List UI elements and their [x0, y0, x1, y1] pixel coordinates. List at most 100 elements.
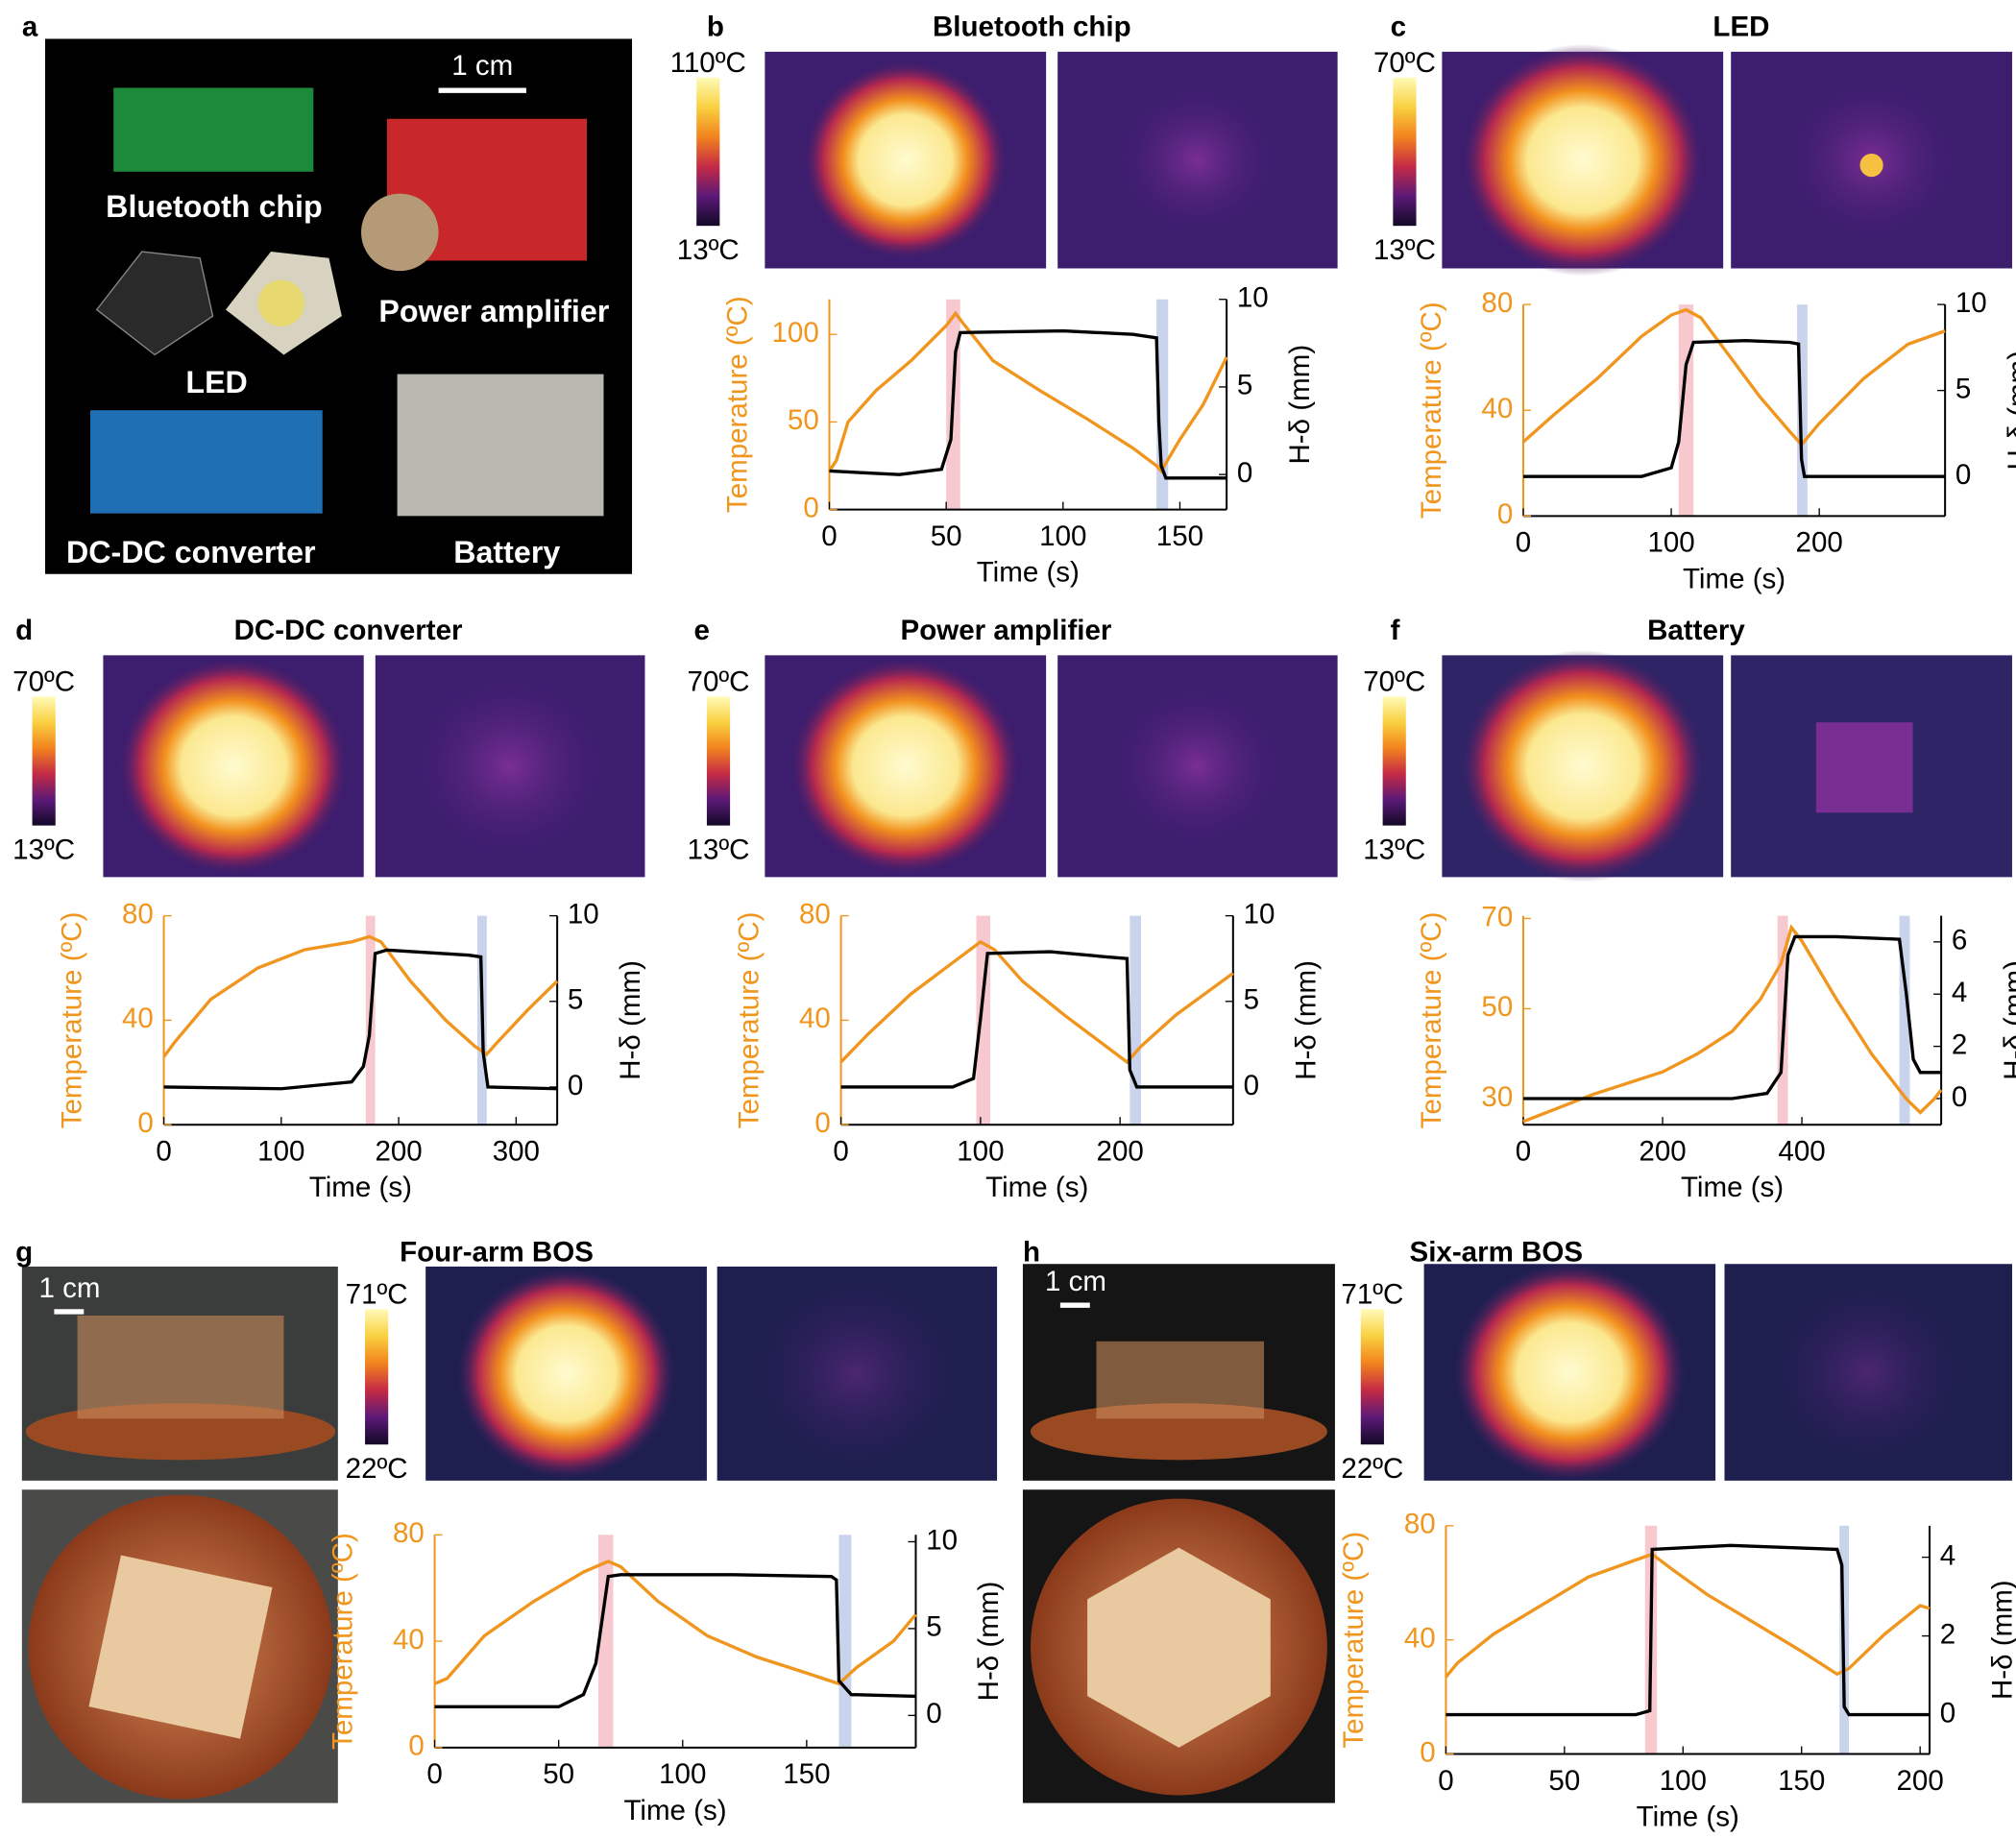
panel-label: d — [15, 615, 33, 646]
hot-spot — [1460, 43, 1706, 277]
bos-top — [88, 1555, 273, 1739]
battery-cells — [397, 374, 604, 517]
hot-spot — [1453, 1262, 1687, 1483]
x-tick-label: 200 — [375, 1136, 422, 1168]
y-tick-label: 80 — [122, 898, 154, 930]
y2-tick-label: 5 — [568, 984, 583, 1016]
panel-label: c — [1391, 12, 1406, 43]
y2-tick-label: 5 — [926, 1611, 941, 1643]
panel-label: b — [707, 12, 724, 43]
x-axis-label: Time (s) — [1681, 1172, 1784, 1203]
colorbar — [32, 696, 56, 826]
y2-tick-label: 5 — [1237, 370, 1252, 401]
y2-axis-label: H-δ (mm) — [1999, 960, 2016, 1080]
y2-tick-label: 10 — [1244, 898, 1275, 930]
highlight-band — [838, 1535, 852, 1748]
colorbar — [1360, 1309, 1384, 1445]
chart-title: DC-DC converter — [234, 615, 463, 646]
series-line — [1523, 339, 1946, 478]
chart-title: LED — [1712, 12, 1769, 43]
cold-spot — [1100, 675, 1294, 857]
y-tick-label: 30 — [1481, 1081, 1513, 1113]
series-line — [1521, 307, 1946, 447]
x-tick-label: 200 — [1796, 527, 1843, 559]
panel-label: f — [1391, 615, 1400, 646]
cold-spot — [1770, 1282, 1965, 1463]
y2-tick-label: 0 — [1940, 1697, 1955, 1729]
cold-spot — [1106, 76, 1288, 244]
colorbar-max: 110ºC — [670, 47, 746, 79]
y2-axis-label: H-δ (mm) — [615, 960, 646, 1080]
y-tick-label: 50 — [788, 404, 819, 436]
hot-spot — [117, 656, 350, 877]
y-tick-label: 100 — [771, 317, 818, 349]
x-axis-label: Time (s) — [1683, 563, 1785, 594]
x-tick-label: 300 — [493, 1136, 540, 1168]
colorbar-min: 13ºC — [688, 834, 750, 865]
y-tick-label: 40 — [1404, 1622, 1436, 1654]
colorbar — [365, 1309, 389, 1445]
x-tick-label: 150 — [1778, 1765, 1825, 1797]
y-tick-label: 0 — [137, 1107, 153, 1139]
y-axis-label: Temperature (ºC) — [56, 912, 87, 1129]
led-spot — [1859, 153, 1883, 178]
y-tick-label: 0 — [408, 1730, 424, 1762]
led-lens — [257, 279, 304, 326]
y-tick-label: 40 — [122, 1003, 154, 1034]
photo-label: LED — [185, 365, 247, 399]
x-tick-label: 150 — [783, 1758, 830, 1790]
hot-spot — [456, 1268, 676, 1480]
y-tick-label: 0 — [1420, 1736, 1435, 1768]
photo-label: Bluetooth chip — [106, 189, 323, 224]
series-line — [163, 948, 558, 1091]
colorbar — [706, 696, 731, 826]
y2-tick-label: 10 — [1955, 287, 1987, 319]
y-axis-label: Temperature (ºC) — [733, 912, 765, 1129]
led-back — [95, 251, 214, 356]
colorbar-min: 13ºC — [1373, 234, 1436, 266]
x-tick-label: 100 — [1647, 527, 1694, 559]
colorbar-max: 71ºC — [1341, 1279, 1403, 1311]
panel-label: a — [22, 12, 38, 43]
y2-tick-label: 0 — [1952, 1081, 1967, 1113]
colorbar-max: 70ºC — [12, 666, 75, 698]
y2-tick-label: 5 — [1244, 984, 1259, 1016]
bluetooth-board — [113, 87, 314, 172]
y2-tick-label: 0 — [1244, 1070, 1259, 1101]
colorbar-max: 70ºC — [1373, 47, 1436, 79]
x-tick-label: 50 — [543, 1758, 574, 1790]
y-tick-label: 40 — [1481, 393, 1513, 424]
x-tick-label: 200 — [1639, 1136, 1686, 1168]
series-line — [434, 1573, 916, 1709]
y2-tick-label: 10 — [926, 1524, 958, 1556]
scale-bar-label: 1 cm — [39, 1272, 101, 1304]
y-tick-label: 0 — [803, 492, 818, 523]
chart-title: Battery — [1647, 615, 1745, 646]
series-line — [1445, 1552, 1931, 1679]
x-tick-label: 50 — [1548, 1765, 1580, 1797]
colorbar-min: 22ºC — [346, 1453, 408, 1485]
colorbar-max: 70ºC — [1363, 666, 1425, 698]
y2-tick-label: 2 — [1940, 1618, 1955, 1650]
y-tick-label: 80 — [1481, 287, 1513, 319]
bos-top — [1087, 1547, 1271, 1748]
colorbar-max: 71ºC — [346, 1279, 408, 1311]
y2-tick-label: 2 — [1952, 1028, 1967, 1060]
y2-tick-label: 0 — [926, 1698, 941, 1729]
chart-title: Power amplifier — [901, 615, 1112, 646]
y-tick-label: 40 — [393, 1624, 425, 1656]
colorbar — [696, 77, 720, 227]
y2-tick-label: 4 — [1940, 1539, 1955, 1571]
x-axis-label: Time (s) — [985, 1172, 1088, 1203]
y2-axis-label: H-δ (mm) — [2003, 351, 2016, 471]
x-tick-label: 100 — [957, 1136, 1004, 1168]
y2-tick-label: 0 — [1955, 459, 1971, 491]
x-tick-label: 0 — [426, 1758, 442, 1790]
x-tick-label: 50 — [931, 520, 962, 552]
chart-title: Four-arm BOS — [400, 1236, 594, 1268]
y-axis-label: Temperature (ºC) — [1416, 302, 1447, 519]
series-line — [840, 950, 1233, 1089]
cold-battery — [1815, 722, 1913, 813]
